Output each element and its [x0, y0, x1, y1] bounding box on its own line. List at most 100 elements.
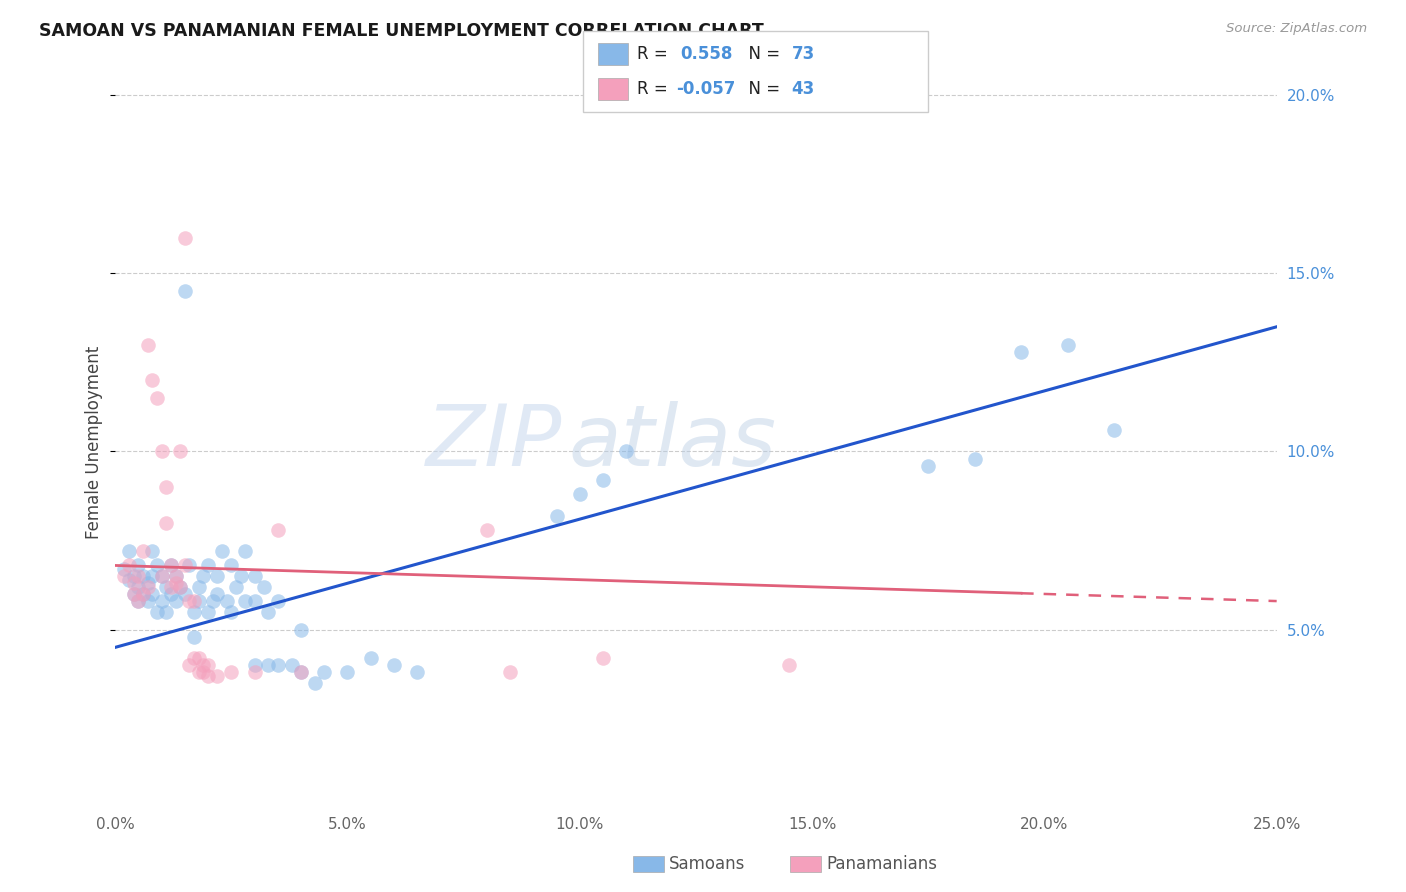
- Point: [127, 594, 149, 608]
- Point: [229, 569, 252, 583]
- Point: [173, 587, 195, 601]
- Point: [183, 605, 205, 619]
- Point: [160, 587, 183, 601]
- Point: [155, 605, 177, 619]
- Point: [1102, 423, 1125, 437]
- Point: [336, 665, 359, 680]
- Point: [243, 665, 266, 680]
- Point: [568, 487, 591, 501]
- Point: [183, 651, 205, 665]
- Point: [160, 558, 183, 573]
- Point: [233, 544, 256, 558]
- Point: [132, 587, 155, 601]
- Point: [546, 508, 568, 523]
- Point: [592, 473, 614, 487]
- Text: 73: 73: [792, 45, 815, 62]
- Point: [382, 658, 405, 673]
- Point: [155, 516, 177, 530]
- Point: [141, 373, 163, 387]
- Point: [179, 558, 201, 573]
- Point: [187, 651, 209, 665]
- Point: [290, 665, 312, 680]
- Text: ZIP: ZIP: [426, 401, 562, 484]
- Point: [592, 651, 614, 665]
- Point: [136, 576, 159, 591]
- Point: [150, 569, 173, 583]
- Text: atlas: atlas: [568, 401, 776, 484]
- Point: [207, 669, 229, 683]
- Point: [267, 594, 290, 608]
- Point: [201, 594, 224, 608]
- Point: [614, 444, 637, 458]
- Point: [165, 569, 187, 583]
- Text: Samoans: Samoans: [669, 855, 745, 873]
- Point: [165, 576, 187, 591]
- Point: [233, 594, 256, 608]
- Point: [406, 665, 429, 680]
- Point: [173, 284, 195, 298]
- Point: [136, 337, 159, 351]
- Point: [257, 658, 280, 673]
- Point: [165, 569, 187, 583]
- Point: [197, 558, 219, 573]
- Point: [778, 658, 800, 673]
- Point: [127, 594, 149, 608]
- Text: Source: ZipAtlas.com: Source: ZipAtlas.com: [1226, 22, 1367, 36]
- Point: [499, 665, 522, 680]
- Point: [253, 580, 276, 594]
- Point: [963, 451, 986, 466]
- Point: [183, 594, 205, 608]
- Point: [122, 576, 145, 591]
- Point: [173, 558, 195, 573]
- Text: R =: R =: [637, 45, 678, 62]
- Point: [290, 665, 312, 680]
- Point: [169, 580, 191, 594]
- Point: [314, 665, 336, 680]
- Point: [146, 391, 169, 405]
- Point: [193, 658, 215, 673]
- Point: [304, 676, 326, 690]
- Point: [475, 523, 498, 537]
- Point: [132, 587, 155, 601]
- Point: [360, 651, 382, 665]
- Point: [187, 580, 209, 594]
- Point: [187, 665, 209, 680]
- Point: [155, 480, 177, 494]
- Text: -0.057: -0.057: [676, 80, 735, 98]
- Point: [211, 544, 233, 558]
- Point: [219, 605, 242, 619]
- Point: [122, 569, 145, 583]
- Point: [112, 562, 135, 576]
- Point: [179, 658, 201, 673]
- Point: [183, 630, 205, 644]
- Point: [150, 569, 173, 583]
- Point: [118, 558, 141, 573]
- Text: N =: N =: [738, 80, 786, 98]
- Point: [1056, 337, 1078, 351]
- Text: R =: R =: [637, 80, 673, 98]
- Point: [155, 580, 177, 594]
- Y-axis label: Female Unemployment: Female Unemployment: [86, 346, 103, 539]
- Text: 0.558: 0.558: [681, 45, 733, 62]
- Point: [127, 569, 149, 583]
- Point: [136, 580, 159, 594]
- Point: [112, 569, 135, 583]
- Point: [280, 658, 302, 673]
- Point: [179, 594, 201, 608]
- Point: [219, 558, 242, 573]
- Point: [193, 665, 215, 680]
- Point: [136, 594, 159, 608]
- Point: [118, 573, 141, 587]
- Point: [169, 444, 191, 458]
- Point: [141, 569, 163, 583]
- Point: [267, 523, 290, 537]
- Point: [243, 569, 266, 583]
- Point: [197, 605, 219, 619]
- Point: [207, 569, 229, 583]
- Text: Panamanians: Panamanians: [827, 855, 938, 873]
- Point: [917, 458, 939, 473]
- Point: [141, 587, 163, 601]
- Point: [122, 587, 145, 601]
- Point: [257, 605, 280, 619]
- Point: [146, 558, 169, 573]
